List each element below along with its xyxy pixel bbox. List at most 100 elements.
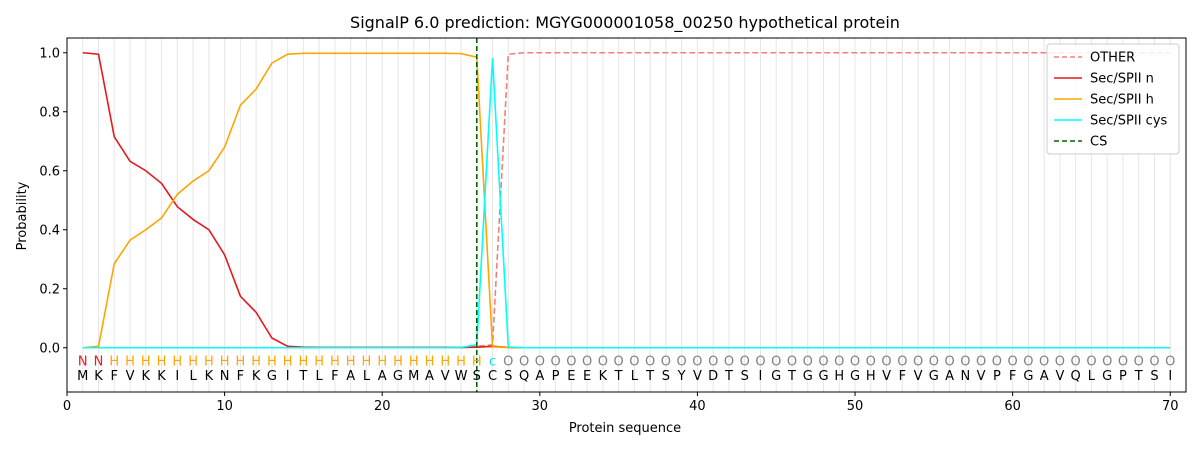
residue-letter: S	[662, 369, 670, 384]
annotation-letter: H	[377, 354, 387, 369]
residue-letter: G	[1023, 369, 1033, 384]
x-axis-label: Protein sequence	[569, 421, 681, 436]
annotation-letter: H	[409, 354, 419, 369]
annotation-letter: O	[1165, 354, 1175, 369]
annotation-letter: O	[1102, 354, 1112, 369]
annotation-letter: O	[1071, 354, 1081, 369]
annotation-letter: O	[834, 354, 844, 369]
annotation-letter: H	[314, 354, 324, 369]
residue-letter: F	[899, 369, 906, 384]
annotation-letter: H	[393, 354, 403, 369]
annotation-letter: H	[299, 354, 309, 369]
legend-entry-label: OTHER	[1090, 51, 1135, 66]
annotation-letter: O	[992, 354, 1002, 369]
annotation-letter: O	[1086, 354, 1096, 369]
residue-letter: S	[473, 369, 481, 384]
residue-letter: G	[850, 369, 860, 384]
residue-letter: H	[866, 369, 876, 384]
annotation-letter: c	[489, 354, 496, 369]
x-tick-label: 60	[1004, 399, 1021, 414]
annotation-letter: H	[172, 354, 182, 369]
residue-letter: E	[583, 369, 591, 384]
residue-letter: D	[708, 369, 718, 384]
annotation-letter: O	[519, 354, 529, 369]
y-axis-label: Probability	[15, 181, 30, 250]
annotation-letter: O	[897, 354, 907, 369]
residue-letter: F	[331, 369, 338, 384]
residue-letter: I	[175, 369, 179, 384]
legend-entry-label: Sec/SPII cys	[1090, 114, 1168, 129]
residue-letter: P	[1119, 369, 1127, 384]
annotation-letter: N	[78, 354, 88, 369]
annotation-letter: H	[235, 354, 245, 369]
residue-letter: L	[189, 369, 197, 384]
annotation-letter: O	[929, 354, 939, 369]
residue-letter: G	[267, 369, 277, 384]
legend-entry-label: Sec/SPII h	[1090, 93, 1154, 108]
annotation-letter: H	[188, 354, 198, 369]
residue-letter: K	[599, 369, 608, 384]
residue-letter: L	[631, 369, 639, 384]
residue-letter: P	[552, 369, 560, 384]
annotation-letter: O	[708, 354, 718, 369]
residue-letter: T	[1134, 369, 1143, 384]
y-tick-label: 0.2	[39, 282, 60, 297]
annotation-letter: H	[425, 354, 435, 369]
annotation-letter: H	[125, 354, 135, 369]
residue-letter: H	[834, 369, 844, 384]
residue-letter: A	[378, 369, 387, 384]
y-tick-label: 0.8	[39, 105, 60, 120]
sequence-labels: NMNKHFHVHKHKHIHLHKHNHFHKHGHIHTHLHFHAHLHA…	[77, 354, 1175, 384]
annotation-letter: O	[803, 354, 813, 369]
annotation-letter: H	[362, 354, 372, 369]
annotation-letter: H	[204, 354, 214, 369]
annotation-letter: H	[440, 354, 450, 369]
annotation-letter: O	[881, 354, 891, 369]
residue-letter: V	[126, 369, 135, 384]
residue-letter: L	[316, 369, 324, 384]
residue-letter: I	[759, 369, 763, 384]
annotation-letter: O	[755, 354, 765, 369]
annotation-letter: O	[818, 354, 828, 369]
annotation-letter: O	[614, 354, 624, 369]
residue-letter: T	[298, 369, 307, 384]
annotation-letter: O	[598, 354, 608, 369]
annotation-letter: O	[550, 354, 560, 369]
annotation-letter: H	[220, 354, 230, 369]
x-tick-label: 40	[689, 399, 706, 414]
x-tick-label: 30	[532, 399, 549, 414]
residue-letter: K	[157, 369, 166, 384]
annotation-letter: O	[1039, 354, 1049, 369]
annotation-letter: H	[141, 354, 151, 369]
annotation-letter: O	[661, 354, 671, 369]
residue-letter: A	[425, 369, 434, 384]
annotation-letter: O	[787, 354, 797, 369]
x-tick-label: 0	[63, 399, 71, 414]
residue-letter: S	[1150, 369, 1158, 384]
residue-letter: S	[504, 369, 512, 384]
legend-entry-label: CS	[1090, 135, 1107, 150]
annotation-letter: O	[677, 354, 687, 369]
axes: 0 10 20 30 40 50 60 70 0.0 0.2 0.4 0.6 0.8 1.0	[39, 46, 1178, 414]
residue-letter: S	[741, 369, 749, 384]
residue-letter: Q	[1071, 369, 1081, 384]
residue-letter: G	[393, 369, 403, 384]
residue-letter: G	[803, 369, 813, 384]
residue-letter: F	[1009, 369, 1016, 384]
x-tick-label: 20	[374, 399, 391, 414]
residue-letter: T	[787, 369, 796, 384]
annotation-letter: H	[267, 354, 277, 369]
annotation-letter: H	[283, 354, 293, 369]
residue-letter: G	[818, 369, 828, 384]
x-tick-label: 50	[847, 399, 864, 414]
annotation-letter: O	[771, 354, 781, 369]
chart-title: SignalP 6.0 prediction: MGYG000001058_00…	[350, 13, 900, 33]
residue-letter: A	[1040, 369, 1049, 384]
annotation-letter: O	[1023, 354, 1033, 369]
residue-letter: G	[929, 369, 939, 384]
residue-letter: M	[408, 369, 419, 384]
annotation-letter: H	[472, 354, 482, 369]
residue-letter: L	[363, 369, 371, 384]
